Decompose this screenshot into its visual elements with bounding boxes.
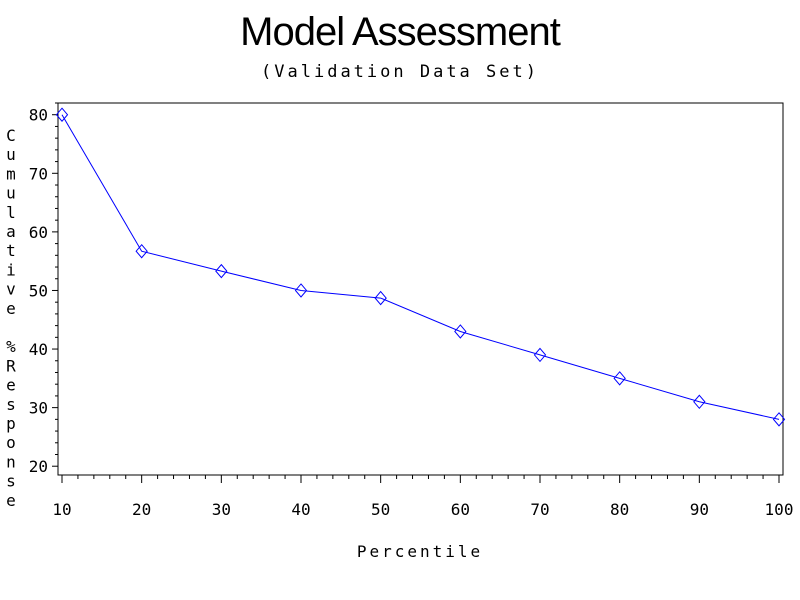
chart-subtitle: (Validation Data Set) bbox=[261, 62, 539, 82]
y-label-char: i bbox=[6, 260, 16, 279]
data-point-marker bbox=[613, 371, 626, 386]
y-label-char: R bbox=[6, 356, 16, 375]
y-label-char: m bbox=[6, 164, 16, 183]
x-tick-label: 90 bbox=[690, 500, 709, 519]
y-label-char: C bbox=[6, 126, 16, 145]
y-tick-label: 30 bbox=[29, 399, 48, 418]
chart-title: Model Assessment bbox=[240, 10, 561, 54]
y-label-char: s bbox=[6, 395, 16, 414]
x-tick-label: 80 bbox=[610, 500, 629, 519]
data-point-marker bbox=[533, 347, 547, 363]
x-axis-label: Percentile bbox=[357, 542, 483, 561]
y-label-char: v bbox=[6, 280, 16, 299]
data-point-marker bbox=[55, 107, 69, 122]
x-axis: 10 20 30 40 50 60 70 80 90 100 bbox=[52, 475, 793, 519]
x-tick-label: 50 bbox=[371, 500, 390, 519]
y-label-char: p bbox=[6, 414, 16, 433]
y-label-char: t bbox=[6, 241, 16, 260]
x-tick-label: 60 bbox=[451, 500, 470, 519]
x-tick-label: 10 bbox=[52, 500, 71, 519]
data-point-marker bbox=[693, 394, 706, 410]
y-tick-label: 20 bbox=[29, 457, 48, 476]
data-point-marker bbox=[294, 283, 308, 298]
y-label-char: n bbox=[6, 452, 16, 471]
plot-frame bbox=[57, 102, 784, 476]
y-label-char: e bbox=[6, 491, 16, 510]
y-tick-label: 50 bbox=[29, 281, 48, 300]
y-label-char: o bbox=[6, 433, 16, 452]
x-tick-label: 30 bbox=[212, 500, 231, 519]
y-label-char: u bbox=[6, 145, 16, 164]
x-tick-label: 70 bbox=[530, 500, 549, 519]
data-point-marker bbox=[215, 263, 228, 279]
y-label-char: l bbox=[6, 203, 16, 222]
data-point-marker bbox=[772, 412, 786, 427]
series-line bbox=[61, 114, 780, 420]
data-point-marker bbox=[135, 243, 148, 259]
y-tick-label: 40 bbox=[29, 340, 48, 359]
y-axis: 20 30 40 50 60 70 80 bbox=[29, 102, 58, 476]
x-tick-label: 100 bbox=[765, 500, 794, 519]
y-tick-label: 70 bbox=[29, 164, 48, 183]
y-label-char: s bbox=[6, 472, 16, 491]
y-tick-label: 60 bbox=[29, 223, 48, 242]
y-label-char: u bbox=[6, 184, 16, 203]
y-tick-label: 80 bbox=[29, 106, 48, 125]
y-label-char: e bbox=[6, 299, 16, 318]
y-label-char: % bbox=[6, 337, 16, 356]
data-point-marker bbox=[374, 290, 387, 306]
data-point-marker bbox=[454, 324, 467, 339]
y-label-char: e bbox=[6, 376, 16, 395]
x-tick-label: 40 bbox=[291, 500, 310, 519]
series-group bbox=[55, 107, 786, 427]
x-tick-label: 20 bbox=[132, 500, 151, 519]
y-label-char: a bbox=[6, 222, 16, 241]
